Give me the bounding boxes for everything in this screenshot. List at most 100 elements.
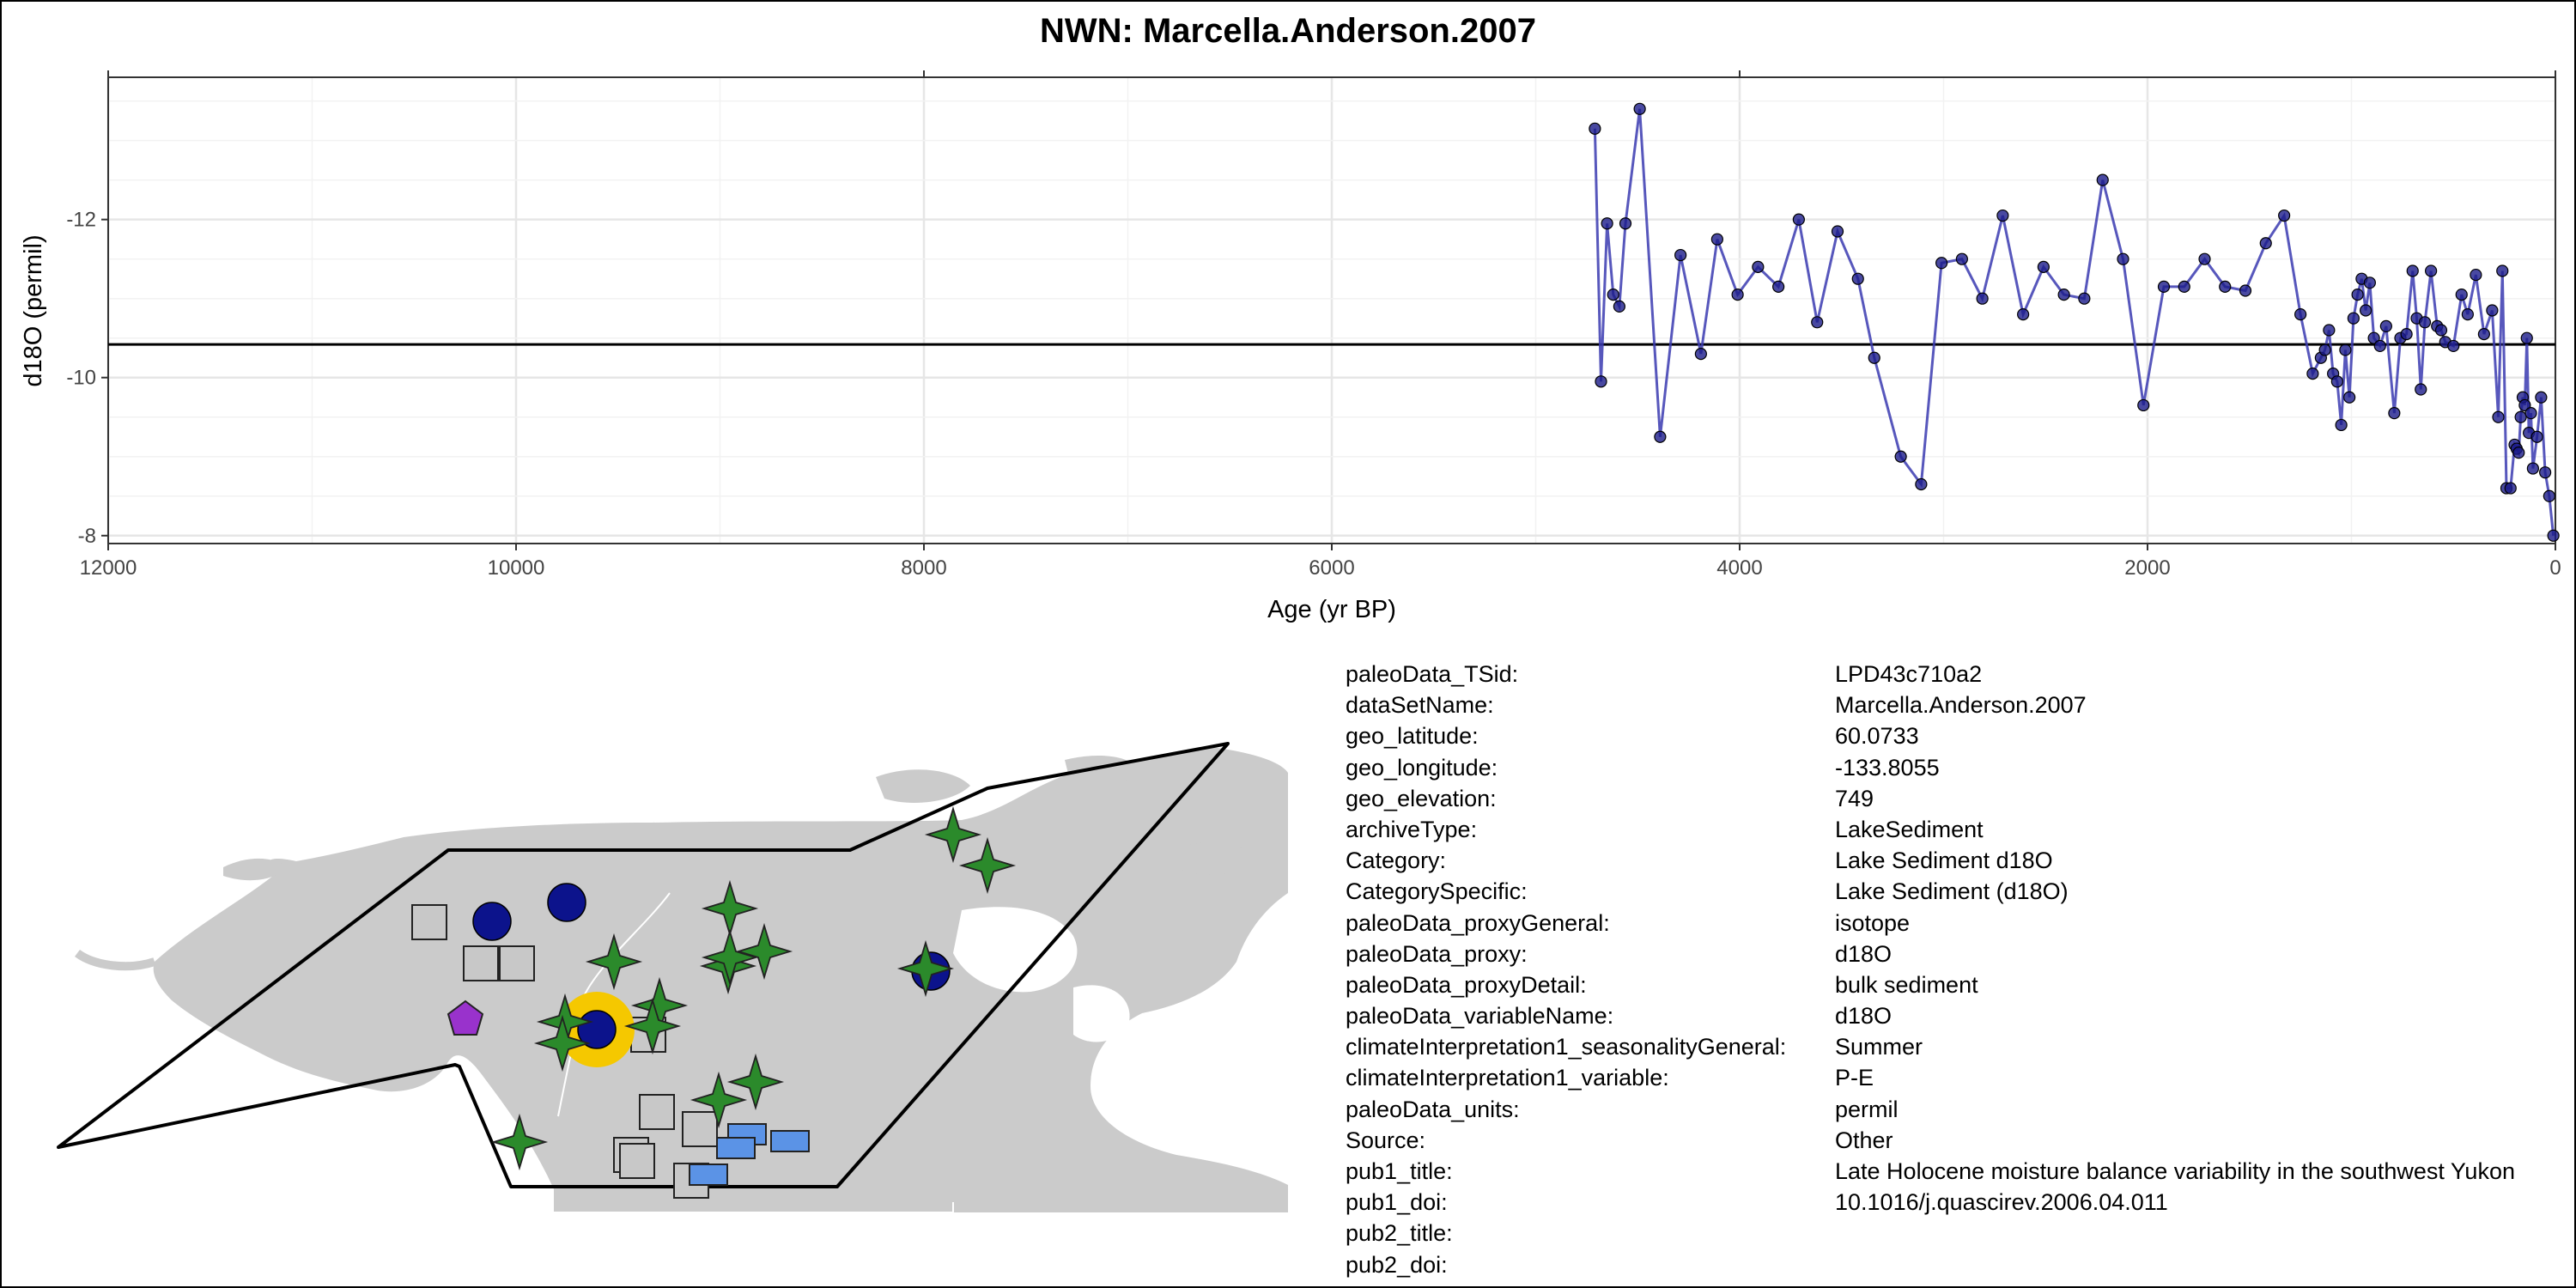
data-point xyxy=(2178,280,2190,293)
metadata-key: paleoData_TSid: xyxy=(1346,661,1519,687)
data-point xyxy=(1772,280,1785,293)
x-tick-label: 2000 xyxy=(2124,556,2170,580)
data-point xyxy=(1792,213,1805,226)
data-point xyxy=(2406,264,2419,277)
site-marker-square xyxy=(411,904,447,940)
data-point xyxy=(2360,304,2372,317)
site-marker-square xyxy=(619,1143,655,1179)
data-point xyxy=(2219,280,2232,293)
y-tick-label: -8 xyxy=(78,525,96,548)
metadata-key: pub1_title: xyxy=(1346,1158,1453,1184)
data-point xyxy=(2239,284,2252,297)
data-point xyxy=(2057,288,2070,301)
data-point xyxy=(2259,237,2272,250)
data-point xyxy=(2504,482,2517,495)
data-point xyxy=(1694,348,1707,361)
timeseries-plot: 12000 10000 8000 6000 4000 2000 0 -12 -10 -8 Age … xyxy=(20,70,2561,623)
data-point xyxy=(2461,308,2474,321)
site-marker-star xyxy=(701,928,759,987)
site-marker-circle xyxy=(547,883,586,922)
chart-title: NWN: Marcella.Anderson.2007 xyxy=(1040,12,1536,50)
metadata-value: Late Holocene moisture balance variabili… xyxy=(1835,1158,2515,1184)
data-point xyxy=(2530,430,2543,443)
site-marker-star xyxy=(924,805,982,864)
x-tick-label: 10000 xyxy=(488,556,545,580)
metadata-key: paleoData_proxyGeneral: xyxy=(1346,909,1610,936)
data-point xyxy=(2096,173,2109,186)
site-marker-star xyxy=(896,939,955,998)
metadata-value: permil xyxy=(1835,1096,1899,1122)
data-point xyxy=(2520,331,2533,344)
x-tick-label: 8000 xyxy=(901,556,946,580)
data-point xyxy=(2318,343,2331,356)
metadata-key: geo_elevation: xyxy=(1346,785,1497,811)
data-point xyxy=(2078,292,2091,305)
data-point xyxy=(2447,339,2460,353)
data-point xyxy=(2330,375,2343,388)
metadata-value: LPD43c710a2 xyxy=(1835,661,1983,687)
data-point xyxy=(2198,252,2211,265)
metadata-value: isotope xyxy=(1835,909,1911,936)
data-point xyxy=(2418,316,2432,329)
metadata-key: paleoData_proxyDetail: xyxy=(1346,971,1587,998)
site-marker-square xyxy=(499,945,535,981)
x-tick-label: 4000 xyxy=(1716,556,1762,580)
data-point xyxy=(1996,209,2009,222)
metadata-key: climateInterpretation1_seasonalityGenera… xyxy=(1346,1034,1787,1060)
data-point xyxy=(1710,233,1723,246)
site-marker-rect xyxy=(716,1137,756,1159)
site-marker-stars xyxy=(490,805,1017,1171)
data-point xyxy=(2512,447,2525,459)
plot-axes: 12000 10000 8000 6000 4000 2000 0 -12 -10 -8 xyxy=(66,70,2561,580)
metadata-key: paleoData_units: xyxy=(1346,1096,1520,1122)
data-point xyxy=(2037,260,2050,273)
data-point xyxy=(1868,351,1880,364)
data-point xyxy=(1935,257,1948,270)
site-marker-rect xyxy=(770,1130,810,1152)
site-marker-star xyxy=(690,1071,748,1129)
data-point xyxy=(2323,324,2336,337)
data-point xyxy=(2425,264,2438,277)
data-point xyxy=(2347,312,2360,325)
metadata-value: P-E xyxy=(1835,1065,1874,1091)
data-point xyxy=(1589,122,1601,135)
data-point xyxy=(2477,328,2490,341)
border-line xyxy=(554,1202,954,1213)
data-point xyxy=(2379,319,2392,333)
data-point xyxy=(2492,410,2505,423)
x-tick-label: 12000 xyxy=(80,556,137,580)
data-point xyxy=(2278,209,2291,222)
site-marker-square xyxy=(463,945,499,981)
plot-grid xyxy=(106,77,2557,544)
metadata-key: pub2_title: xyxy=(1346,1220,1453,1247)
y-axis-title: d18O (permil) xyxy=(20,234,47,386)
data-point xyxy=(2373,339,2386,353)
data-point xyxy=(2547,529,2560,542)
data-point xyxy=(2017,308,2030,321)
data-point xyxy=(2137,398,2150,412)
metadata-value: d18O xyxy=(1835,940,1893,967)
data-point xyxy=(1811,316,1824,329)
metadata-value: d18O xyxy=(1835,1003,1893,1030)
data-point xyxy=(1831,225,1844,238)
data-point xyxy=(2496,264,2509,277)
data-point xyxy=(1595,375,1607,388)
site-marker-square xyxy=(682,1111,718,1147)
site-marker-star xyxy=(490,1113,549,1171)
data-point xyxy=(2535,391,2548,404)
metadata-value: 749 xyxy=(1835,785,1874,811)
data-point xyxy=(2543,489,2555,502)
metadata-key: archiveType: xyxy=(1346,816,1478,842)
metadata-key: paleoData_proxy: xyxy=(1346,940,1528,967)
y-tick-label: -12 xyxy=(66,209,96,232)
water-body xyxy=(953,907,1078,993)
d18o-series xyxy=(108,102,2560,542)
y-tick-label: -10 xyxy=(66,367,96,390)
site-marker-star xyxy=(533,1014,592,1072)
data-point xyxy=(2524,407,2537,420)
data-point xyxy=(2351,288,2364,301)
metadata-value: -133.8055 xyxy=(1835,754,1940,781)
data-point xyxy=(1752,260,1765,273)
data-point xyxy=(2294,308,2307,321)
